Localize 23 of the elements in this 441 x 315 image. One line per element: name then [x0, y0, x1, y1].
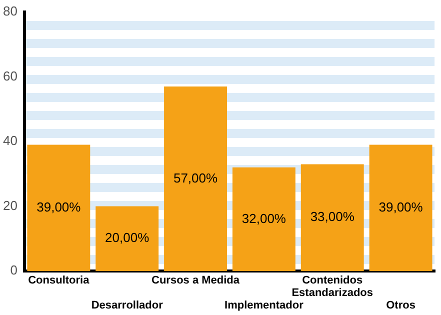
- data-label: 39,00%: [36, 199, 82, 214]
- x-tick-label: Cursos a Medida: [152, 274, 240, 286]
- bar: [96, 206, 159, 272]
- x-tick-label: Desarrollador: [91, 300, 164, 312]
- data-label: 32,00%: [242, 210, 286, 226]
- y-tick-label: 0: [10, 262, 18, 278]
- data-label: 57,00%: [173, 170, 218, 186]
- data-label: 33,00%: [310, 209, 355, 224]
- x-tick-label: Consultoria: [28, 274, 90, 286]
- bar: [232, 167, 296, 272]
- y-tick-label: 20: [2, 198, 18, 213]
- data-label: 39,00%: [378, 199, 424, 214]
- y-tick-label: 40: [2, 133, 18, 148]
- bar: [27, 144, 90, 272]
- bar: [300, 164, 364, 272]
- data-label: 20,00%: [105, 230, 150, 246]
- y-tick-label: 80: [2, 4, 18, 19]
- bar: [164, 86, 227, 272]
- y-tick-label: 60: [2, 68, 18, 84]
- bar: [369, 144, 432, 272]
- x-tick-label: Otros: [386, 300, 416, 312]
- x-tick-label: Implementador: [224, 300, 304, 312]
- x-tick-label: Contenidos Estandarizados: [292, 274, 374, 300]
